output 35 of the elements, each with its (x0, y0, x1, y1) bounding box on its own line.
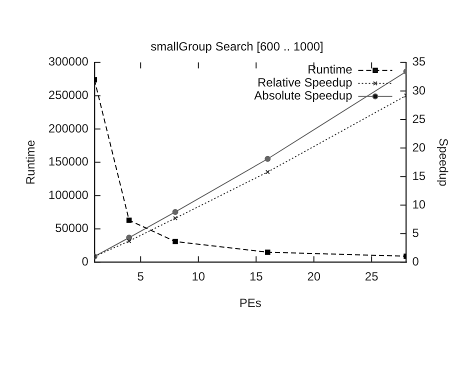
y-tick-label: 0 (82, 254, 89, 269)
legend-label: Relative Speedup (258, 76, 353, 90)
y-tick-label: 300000 (48, 54, 89, 69)
y2-tick-label: 25 (412, 112, 426, 126)
y2-tick-label: 10 (412, 197, 426, 212)
point (264, 156, 271, 162)
y2-tick-label: 5 (412, 226, 420, 240)
legend-label: Absolute Speedup (254, 88, 353, 103)
y2-tick-label: 0 (412, 254, 420, 269)
y2-tick-label: 35 (412, 54, 426, 69)
point (173, 216, 178, 221)
y2-tick-label: 15 (412, 168, 426, 183)
point (265, 170, 270, 174)
chart-title: smallGroup Search [600 .. 1000] (150, 40, 324, 54)
point (126, 238, 132, 244)
y-tick-label: 200000 (48, 121, 89, 136)
y-axis-title: Runtime (24, 140, 38, 185)
x-tick-label: 10 (192, 270, 206, 284)
y2-tick-label: 30 (412, 83, 426, 98)
x-tick-label: 15 (249, 270, 264, 284)
x-axis-title: PEs (239, 296, 262, 310)
y-tick-label: 50000 (55, 221, 89, 236)
y-tick-label: 100000 (48, 188, 89, 202)
y2-axis-title: Speedup (436, 138, 450, 187)
point (172, 208, 178, 215)
x-tick-label: 20 (307, 270, 321, 284)
legend-label: Runtime (308, 62, 353, 77)
point (265, 250, 270, 255)
x-tick-label: 25 (364, 270, 379, 284)
point (126, 218, 132, 223)
point (172, 238, 178, 244)
y2-tick-label: 20 (412, 140, 426, 154)
x-tick-label: 5 (137, 270, 144, 284)
y-tick-label: 150000 (48, 154, 89, 169)
y-tick-label: 250000 (48, 88, 89, 102)
